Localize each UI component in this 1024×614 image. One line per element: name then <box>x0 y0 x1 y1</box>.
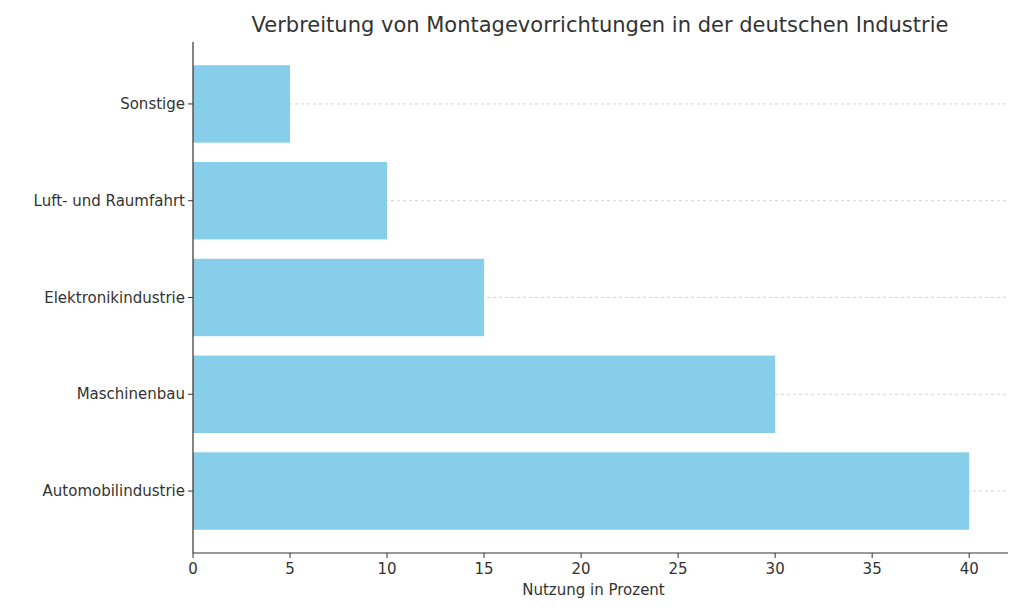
x-tick-label: 15 <box>475 560 494 578</box>
x-tick <box>969 553 970 558</box>
y-tick-label: Maschinenbau <box>77 385 185 403</box>
y-tick <box>188 103 193 104</box>
grid-line <box>193 103 1008 104</box>
bar <box>193 259 484 336</box>
x-tick <box>775 553 776 558</box>
x-tick <box>387 553 388 558</box>
y-tick-label: Sonstige <box>120 95 185 113</box>
y-tick-label: Automobilindustrie <box>43 482 185 500</box>
x-tick <box>581 553 582 558</box>
y-tick-label: Elektronikindustrie <box>44 289 185 307</box>
x-tick <box>678 553 679 558</box>
bar <box>193 356 775 433</box>
x-tick <box>290 553 291 558</box>
x-tick-label: 10 <box>378 560 397 578</box>
y-tick <box>188 491 193 492</box>
x-tick <box>484 553 485 558</box>
bar <box>193 162 387 239</box>
x-tick-label: 5 <box>285 560 295 578</box>
x-tick-label: 0 <box>188 560 198 578</box>
bars <box>193 65 969 530</box>
x-tick-label: 25 <box>669 560 688 578</box>
x-tick <box>872 553 873 558</box>
x-axis-label: Nutzung in Prozent <box>522 581 665 599</box>
y-tick <box>188 394 193 395</box>
x-tick-label: 35 <box>863 560 882 578</box>
x-tick-label: 40 <box>960 560 979 578</box>
y-tick-label: Luft- und Raumfahrt <box>34 192 186 210</box>
x-tick-label: 20 <box>572 560 591 578</box>
bar <box>193 452 969 529</box>
x-tick <box>193 553 194 558</box>
x-axis-line <box>193 552 1008 553</box>
chart: 0 5 10 15 20 25 30 35 40 Automobilindustrie Maschi… <box>0 0 1024 614</box>
title: Verbreitung von Montagevorrichtungen in … <box>252 13 949 37</box>
bar <box>193 65 290 142</box>
x-tick-label: 30 <box>766 560 785 578</box>
y-tick <box>188 200 193 201</box>
y-tick <box>188 297 193 298</box>
